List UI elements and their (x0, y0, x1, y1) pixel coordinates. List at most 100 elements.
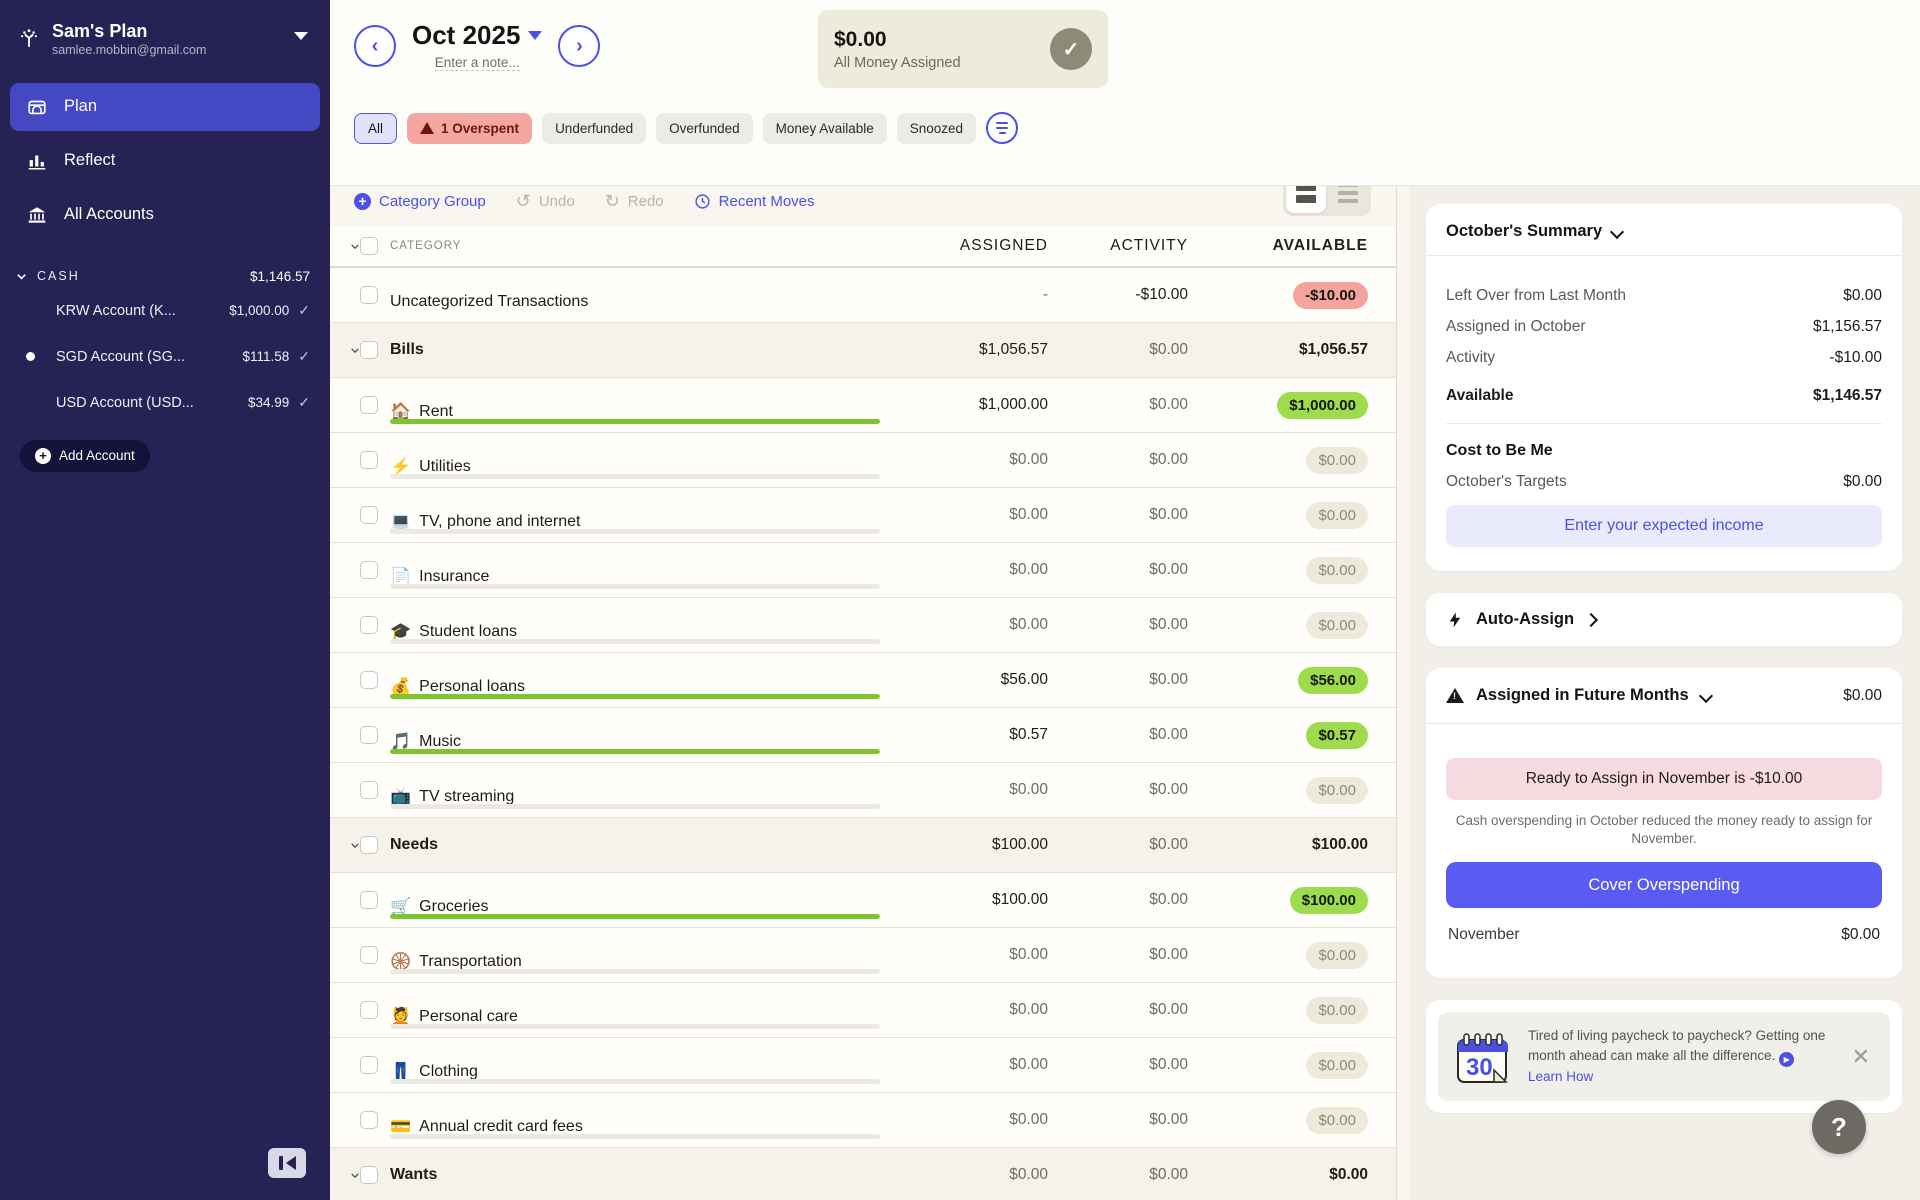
undo-button[interactable]: ↺ Undo (515, 191, 575, 211)
row-checkbox[interactable] (360, 396, 378, 414)
assigned-amount[interactable]: $0.00 (1009, 506, 1048, 523)
assigned-amount[interactable]: $0.00 (1009, 561, 1048, 578)
available-amount[interactable]: $0.00 (1188, 501, 1396, 529)
row-checkbox[interactable] (360, 561, 378, 579)
summary-header[interactable]: October's Summary (1426, 204, 1902, 256)
row-checkbox[interactable] (360, 506, 378, 524)
assigned-amount[interactable]: $0.00 (1009, 616, 1048, 633)
available-amount[interactable]: $0.00 (1188, 1051, 1396, 1079)
available-amount[interactable]: $0.00 (1188, 776, 1396, 804)
available-amount[interactable]: $0.00 (1188, 996, 1396, 1024)
filter-underfunded[interactable]: Underfunded (542, 112, 647, 144)
table-row[interactable]: 📄 Insurance $0.00 $0.00 $0.00 (330, 543, 1396, 598)
sidebar-item-all-accounts[interactable]: All Accounts (10, 191, 320, 239)
row-checkbox[interactable] (360, 726, 378, 744)
table-row[interactable]: 💳 Annual credit card fees $0.00 $0.00 $0… (330, 1093, 1396, 1148)
table-row[interactable]: 💆 Personal care $0.00 $0.00 $0.00 (330, 983, 1396, 1038)
table-row[interactable]: Needs $100.00 $0.00 $100.00 (330, 818, 1396, 873)
column-header-category[interactable]: CATEGORY (390, 240, 462, 252)
available-amount[interactable]: $100.00 (1311, 836, 1368, 853)
table-row[interactable]: 💰 Personal loans $56.00 $0.00 $56.00 (330, 653, 1396, 708)
assigned-amount[interactable]: $0.00 (1009, 781, 1048, 798)
table-row[interactable]: 🎵 Music $0.57 $0.00 $0.57 (330, 708, 1396, 763)
row-checkbox[interactable] (360, 286, 378, 304)
row-checkbox[interactable] (360, 341, 378, 359)
table-row[interactable]: ⚡ Utilities $0.00 $0.00 $0.00 (330, 433, 1396, 488)
enter-expected-income-button[interactable]: Enter your expected income (1446, 505, 1882, 547)
column-header-assigned[interactable]: ASSIGNED (959, 237, 1048, 254)
assigned-amount[interactable]: $0.00 (1009, 1001, 1048, 1018)
available-amount[interactable]: $0.00 (1188, 556, 1396, 584)
cover-overspending-button[interactable]: Cover Overspending (1446, 862, 1882, 909)
assigned-amount[interactable]: $0.57 (1009, 726, 1048, 743)
filter-money-available[interactable]: Money Available (762, 112, 887, 144)
add-account-button[interactable]: + Add Account (20, 439, 150, 472)
row-checkbox[interactable] (360, 1001, 378, 1019)
assigned-amount[interactable]: $1,056.57 (979, 341, 1048, 358)
chevron-down-icon[interactable] (350, 1170, 360, 1181)
table-row[interactable]: 🎓 Student loans $0.00 $0.00 $0.00 (330, 598, 1396, 653)
all-money-assigned-box[interactable]: $0.00 All Money Assigned ✓ (818, 10, 1108, 88)
chevron-down-icon[interactable] (350, 840, 360, 851)
row-checkbox[interactable] (360, 451, 378, 469)
chevron-down-icon[interactable] (294, 32, 308, 40)
assigned-amount[interactable]: $1,000.00 (979, 396, 1048, 413)
help-button[interactable]: ? (1812, 1100, 1866, 1154)
cash-group-header[interactable]: CASH $1,146.57 (16, 269, 310, 284)
assigned-amount[interactable]: $0.00 (1009, 1056, 1048, 1073)
available-amount[interactable]: $1,056.57 (1299, 341, 1368, 358)
row-checkbox[interactable] (360, 1056, 378, 1074)
assigned-amount[interactable]: $56.00 (1000, 671, 1048, 688)
available-amount[interactable]: -$10.00 (1188, 281, 1396, 309)
filter-options-icon[interactable] (986, 112, 1019, 144)
filter-all[interactable]: All (354, 112, 398, 144)
row-checkbox[interactable] (360, 616, 378, 634)
available-amount[interactable]: $1,000.00 (1188, 391, 1396, 419)
select-all-checkbox[interactable] (360, 237, 378, 255)
filter-overspent[interactable]: 1 Overspent (407, 112, 533, 144)
column-header-activity[interactable]: ACTIVITY (1110, 237, 1188, 254)
row-checkbox[interactable] (360, 891, 378, 909)
account-row-sgd[interactable]: SGD Account (SG... $111.58 ✓ (0, 334, 330, 380)
available-amount[interactable]: $0.00 (1188, 611, 1396, 639)
previous-month-button[interactable]: ‹ (354, 25, 396, 67)
available-amount[interactable]: $0.00 (1188, 446, 1396, 474)
table-row[interactable]: Uncategorized Transactions - -$10.00 -$1… (330, 268, 1396, 323)
sidebar-item-plan[interactable]: Plan (10, 82, 320, 131)
table-row[interactable]: Bills $1,056.57 $0.00 $1,056.57 (330, 323, 1396, 378)
row-checkbox[interactable] (360, 1111, 378, 1129)
available-amount[interactable]: $0.57 (1188, 721, 1396, 749)
column-header-available[interactable]: AVAILABLE (1272, 237, 1368, 254)
available-amount[interactable]: $0.00 (1188, 1106, 1396, 1134)
table-row[interactable]: 🏠 Rent $1,000.00 $0.00 $1,000.00 (330, 378, 1396, 433)
account-row-usd[interactable]: USD Account (USD... $34.99 ✓ (0, 380, 330, 426)
row-checkbox[interactable] (360, 946, 378, 964)
assigned-amount[interactable]: - (1042, 286, 1048, 303)
table-row[interactable]: 🛞 Transportation $0.00 $0.00 $0.00 (330, 928, 1396, 983)
recent-moves-button[interactable]: Recent Moves (694, 193, 815, 210)
assigned-amount[interactable]: $100.00 (991, 836, 1048, 853)
table-row[interactable]: Wants $0.00 $0.00 $0.00 (330, 1148, 1396, 1200)
chevron-down-icon[interactable] (350, 241, 360, 252)
assigned-amount[interactable]: $0.00 (1009, 946, 1048, 963)
row-checkbox[interactable] (360, 781, 378, 799)
month-selector[interactable]: Oct 2025 (412, 20, 543, 51)
row-checkbox[interactable] (360, 1166, 378, 1184)
auto-assign-button[interactable]: Auto-Assign (1426, 593, 1902, 646)
table-row[interactable]: 💻 TV, phone and internet $0.00 $0.00 $0.… (330, 488, 1396, 543)
future-months-header[interactable]: Assigned in Future Months $0.00 (1426, 668, 1902, 724)
plan-switcher[interactable]: Sam's Plan samlee.mobbin@gmail.com (0, 0, 330, 73)
row-checkbox[interactable] (360, 836, 378, 854)
available-amount[interactable]: $0.00 (1188, 941, 1396, 969)
close-icon[interactable]: ✕ (1851, 1043, 1870, 1069)
sidebar-item-reflect[interactable]: Reflect (10, 137, 320, 185)
filter-overfunded[interactable]: Overfunded (656, 112, 753, 144)
filter-snoozed[interactable]: Snoozed (896, 112, 977, 144)
collapse-sidebar-button[interactable] (268, 1148, 306, 1178)
row-checkbox[interactable] (360, 671, 378, 689)
table-row[interactable]: 🛒 Groceries $100.00 $0.00 $100.00 (330, 873, 1396, 928)
redo-button[interactable]: ↻ Redo (604, 191, 664, 211)
assigned-amount[interactable]: $100.00 (991, 891, 1048, 908)
assigned-amount[interactable]: $0.00 (1009, 1111, 1048, 1128)
next-month-button[interactable]: › (558, 25, 601, 67)
